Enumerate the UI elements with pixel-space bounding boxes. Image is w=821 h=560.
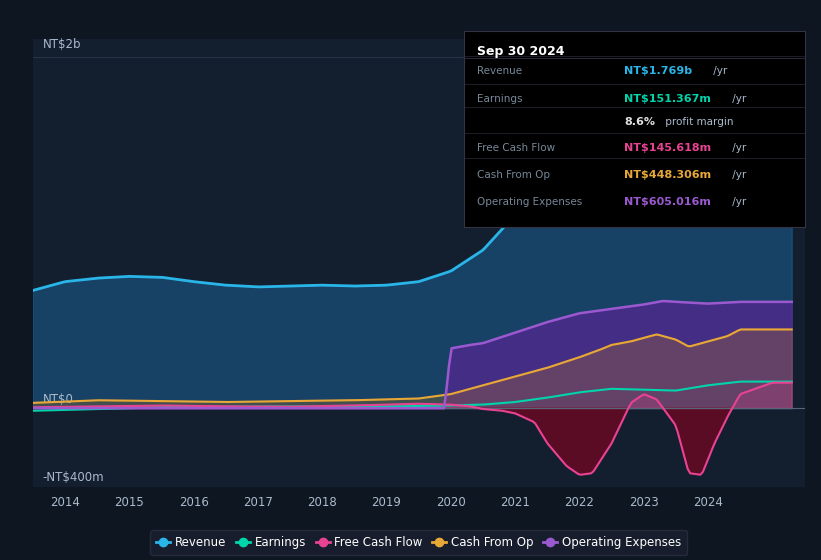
Text: Sep 30 2024: Sep 30 2024 bbox=[478, 45, 565, 58]
Text: /yr: /yr bbox=[729, 94, 746, 104]
Text: NT$151.367m: NT$151.367m bbox=[624, 94, 711, 104]
Text: /yr: /yr bbox=[729, 170, 746, 180]
Legend: Revenue, Earnings, Free Cash Flow, Cash From Op, Operating Expenses: Revenue, Earnings, Free Cash Flow, Cash … bbox=[150, 530, 687, 555]
Text: Operating Expenses: Operating Expenses bbox=[478, 198, 583, 207]
Text: NT$605.016m: NT$605.016m bbox=[624, 198, 711, 207]
Text: NT$2b: NT$2b bbox=[43, 39, 81, 52]
Text: /yr: /yr bbox=[729, 198, 746, 207]
Text: Earnings: Earnings bbox=[478, 94, 523, 104]
Text: Revenue: Revenue bbox=[478, 66, 523, 76]
Text: 8.6%: 8.6% bbox=[624, 117, 655, 127]
Text: -NT$400m: -NT$400m bbox=[43, 471, 104, 484]
Text: NT$0: NT$0 bbox=[43, 393, 73, 405]
Text: profit margin: profit margin bbox=[663, 117, 734, 127]
Text: NT$1.769b: NT$1.769b bbox=[624, 66, 692, 76]
Text: NT$448.306m: NT$448.306m bbox=[624, 170, 711, 180]
Text: Free Cash Flow: Free Cash Flow bbox=[478, 143, 556, 152]
Text: NT$145.618m: NT$145.618m bbox=[624, 143, 711, 152]
Text: /yr: /yr bbox=[710, 66, 727, 76]
Text: /yr: /yr bbox=[729, 143, 746, 152]
Text: Cash From Op: Cash From Op bbox=[478, 170, 551, 180]
